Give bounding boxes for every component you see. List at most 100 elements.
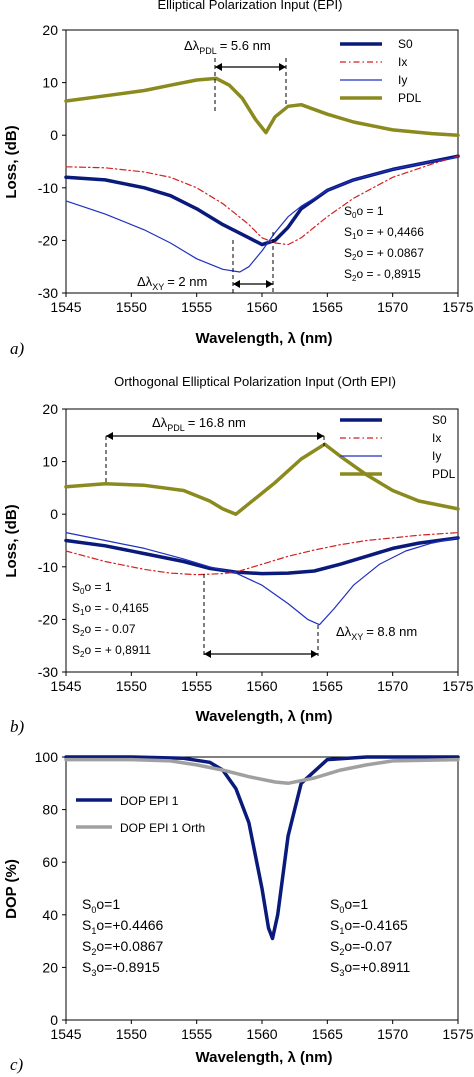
x-tick-label: 1545 <box>50 1026 81 1042</box>
series-line-iy <box>65 532 459 626</box>
y-tick-label: 0 <box>50 1012 58 1028</box>
y-tick-label: 0 <box>50 127 58 143</box>
legend-label-s0: S0 <box>398 37 413 51</box>
stokes-index: 2 <box>80 629 85 638</box>
series-layer <box>64 76 460 273</box>
stokes-symbol: S <box>344 246 352 260</box>
x-tick-label: 1565 <box>312 299 343 315</box>
delta-xy-annotation: ΔλXY = 2 nm <box>137 232 274 293</box>
chart-title: Elliptical Polarization Input (EPI) <box>158 0 343 12</box>
x-tick-label: 1560 <box>246 1026 277 1042</box>
y-tick-labels: 20 10 0 -10 -20 -30 <box>38 22 66 301</box>
stokes-index: 2 <box>352 274 357 283</box>
x-axis-label: Wavelength, λ (nm) <box>196 1049 333 1066</box>
svg-text:ΔλPDL= 16.8 nm: ΔλPDL = 16.8 nm <box>152 415 246 433</box>
svg-text:ΔλPDL= 5.6 nm: ΔλPDL = 5.6 nm <box>184 38 271 56</box>
svg-text:S0o = 1: S0o = 1 <box>344 204 384 220</box>
y-tick-label: 10 <box>42 454 58 470</box>
svg-text:S2o=-0.07: S2o=-0.07 <box>330 938 392 957</box>
svg-text:S2o = + 0,8911: S2o = + 0,8911 <box>72 643 151 659</box>
x-tick-labels: 1545 1550 1555 1560 1565 1570 1575 <box>50 293 474 315</box>
stokes-symbol: S <box>344 267 352 281</box>
series-layer <box>64 755 460 941</box>
svg-text:S0o=1: S0o=1 <box>82 896 120 915</box>
delta-pdl-annotation: ΔλPDL = 16.8 nm <box>105 415 325 484</box>
stokes-index: 2 <box>80 650 85 659</box>
delta-label: Δλ <box>184 38 200 53</box>
legend-label-ix: Ix <box>432 431 441 445</box>
chart-panel-c: 1545 1550 1555 1560 1565 1570 1575 10080604020… <box>3 749 474 1074</box>
delta-pdl-annotation: ΔλPDL = 5.6 nm <box>184 38 287 112</box>
legend-label-dop-orth: DOP EPI 1 Orth <box>120 821 205 835</box>
legend: DOP EPI 1 DOP EPI 1 Orth <box>76 794 205 835</box>
stokes-symbol: S <box>82 896 91 912</box>
x-tick-label: 1575 <box>442 678 473 694</box>
x-tick-label: 1545 <box>50 299 81 315</box>
stokes-value: o = - 0,8915 <box>356 267 421 281</box>
y-tick-label: -30 <box>38 664 58 680</box>
stokes-symbol: S <box>330 917 339 933</box>
svg-text:ΔλXY= 2 nm: ΔλXY = 2 nm <box>137 274 207 292</box>
stokes-value: o = 1 <box>356 204 383 218</box>
x-tick-label: 1550 <box>116 299 147 315</box>
stokes-symbol: S <box>344 225 352 239</box>
stokes-index: 1 <box>91 926 96 936</box>
stokes-value: o=+0.8911 <box>344 959 410 975</box>
stokes-value: o=1 <box>96 896 120 912</box>
chart-title: Orthogonal Elliptical Polarization Input… <box>114 374 396 389</box>
delta-label: Δλ <box>152 415 168 430</box>
svg-text:S2o = - 0.07: S2o = - 0.07 <box>72 622 136 638</box>
stokes-value: o=+0.0867 <box>96 938 163 954</box>
stokes-index: 1 <box>352 232 357 241</box>
stokes-value: o=-0.07 <box>344 938 392 954</box>
stokes-symbol: S <box>72 643 80 657</box>
svg-text:S3o=-0.8915: S3o=-0.8915 <box>82 959 160 978</box>
stokes-value: o=-0.4165 <box>344 917 408 933</box>
stokes-symbol: S <box>72 580 80 594</box>
stokes-symbol: S <box>330 959 339 975</box>
x-tick-label: 1555 <box>181 678 212 694</box>
svg-text:S2o = + 0.0867: S2o = + 0.0867 <box>344 246 424 262</box>
x-tick-label: 1555 <box>181 299 212 315</box>
y-axis-label: Loss, (dB) <box>3 504 20 577</box>
legend-label-pdl: PDL <box>398 91 422 105</box>
y-tick-label: 100 <box>35 749 59 765</box>
series-line-ix <box>65 532 459 576</box>
y-tick-label: -20 <box>38 232 58 248</box>
stokes-index: 2 <box>352 253 357 262</box>
delta-value: = 2 nm <box>167 274 207 289</box>
x-tick-label: 1575 <box>442 299 473 315</box>
legend-label-iy: Iy <box>398 73 407 87</box>
x-tick-label: 1575 <box>442 1026 473 1042</box>
series-line-iy <box>65 156 459 273</box>
svg-text:S2o = - 0,8915: S2o = - 0,8915 <box>344 267 421 283</box>
stokes-value: o = + 0,4466 <box>356 225 424 239</box>
stokes-symbol: S <box>344 204 352 218</box>
y-axis-label: Loss, (dB) <box>3 125 20 198</box>
series-line-dop-epi-1 <box>64 755 460 941</box>
x-tick-label: 1565 <box>312 1026 343 1042</box>
legend-label-dop-epi: DOP EPI 1 <box>120 794 179 808</box>
x-tick-label: 1550 <box>116 678 147 694</box>
chart-panel-a: Elliptical Polarization Input (EPI) 1545… <box>3 0 474 358</box>
stokes-index: 1 <box>339 926 344 936</box>
svg-text:S1o = + 0,4466: S1o = + 0,4466 <box>344 225 424 241</box>
stokes-symbol: S <box>82 917 91 933</box>
series-line-dop-epi-1-orth <box>64 757 460 786</box>
x-tick-label: 1550 <box>116 1026 147 1042</box>
x-tick-label: 1545 <box>50 678 81 694</box>
y-tick-label: -10 <box>38 180 58 196</box>
svg-text:S0o=1: S0o=1 <box>330 896 368 915</box>
stokes-symbol: S <box>330 896 339 912</box>
delta-value: = 8.8 nm <box>366 624 417 639</box>
stokes-value: o = + 0.0867 <box>356 246 424 260</box>
svg-text:ΔλXY= 8.8 nm: ΔλXY = 8.8 nm <box>336 624 417 642</box>
stokes-index: 2 <box>91 947 96 957</box>
x-axis-label: Wavelength, λ (nm) <box>196 708 333 725</box>
stokes-index: 0 <box>339 905 344 915</box>
y-tick-label: -10 <box>38 559 58 575</box>
delta-sub: XY <box>351 632 363 642</box>
stokes-parameters-left: S0o=1 S1o=+0.4466 S2o=+0.0867 S3o=-0.891… <box>82 896 164 978</box>
delta-sub: PDL <box>167 423 185 433</box>
stokes-symbol: S <box>82 938 91 954</box>
